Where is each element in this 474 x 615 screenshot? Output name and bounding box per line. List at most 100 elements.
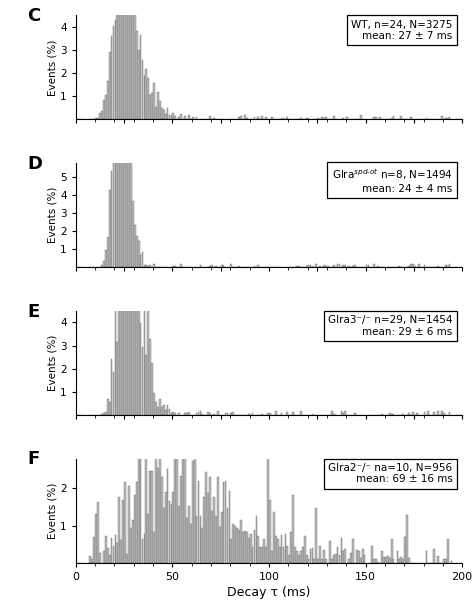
Bar (201, 414, 203, 415)
Bar (95, 514, 97, 563)
Bar (186, 413, 188, 415)
Bar (180, 114, 182, 119)
Bar (201, 528, 203, 563)
Bar (144, 76, 146, 119)
Bar (149, 471, 151, 563)
Bar (331, 559, 333, 563)
Bar (333, 555, 335, 563)
Bar (165, 114, 166, 119)
Bar (292, 494, 294, 563)
Bar (354, 413, 356, 415)
Bar (171, 413, 173, 415)
Bar (134, 495, 136, 563)
Bar (173, 266, 174, 267)
Bar (155, 448, 157, 563)
Bar (437, 266, 439, 267)
Bar (130, 528, 132, 563)
Bar (286, 412, 288, 415)
Y-axis label: Events (%): Events (%) (47, 39, 57, 95)
Bar (338, 264, 340, 267)
Bar (140, 35, 141, 119)
Bar (159, 399, 161, 415)
Bar (372, 546, 373, 563)
Bar (159, 427, 161, 563)
Bar (238, 530, 240, 563)
Bar (118, 0, 120, 119)
Bar (115, 20, 116, 119)
Bar (424, 411, 425, 415)
Bar (254, 117, 255, 119)
Bar (196, 413, 198, 415)
Bar (416, 413, 418, 415)
Bar (217, 411, 219, 415)
Bar (97, 502, 99, 563)
Bar (128, 258, 130, 415)
Bar (136, 31, 137, 119)
Bar (194, 451, 195, 563)
Bar (236, 528, 238, 563)
Bar (323, 265, 325, 267)
Bar (101, 111, 103, 119)
Bar (252, 547, 254, 563)
Bar (315, 264, 317, 267)
Bar (207, 412, 209, 415)
Bar (165, 410, 166, 415)
Bar (126, 240, 128, 415)
Bar (265, 547, 267, 563)
Bar (213, 414, 215, 415)
Bar (138, 50, 139, 119)
Bar (130, 154, 132, 267)
Bar (302, 547, 304, 563)
Bar (308, 559, 310, 563)
Bar (343, 413, 344, 415)
Bar (269, 413, 271, 415)
Bar (441, 411, 443, 415)
Bar (319, 546, 321, 563)
Bar (117, 543, 118, 563)
Bar (408, 413, 410, 415)
Bar (340, 411, 342, 415)
Bar (136, 482, 137, 563)
Bar (167, 108, 168, 119)
Bar (147, 514, 149, 563)
Bar (188, 116, 190, 119)
Bar (401, 116, 402, 119)
X-axis label: Decay τ (ms): Decay τ (ms) (228, 586, 310, 599)
Bar (221, 512, 223, 563)
Bar (246, 531, 248, 563)
Bar (399, 559, 400, 563)
Bar (392, 116, 394, 119)
Bar (91, 559, 93, 563)
Bar (211, 511, 213, 563)
Bar (333, 265, 335, 267)
Bar (111, 538, 112, 563)
Bar (319, 266, 321, 267)
Bar (213, 497, 215, 563)
Bar (178, 117, 180, 119)
Bar (99, 113, 101, 119)
Bar (412, 412, 414, 415)
Bar (408, 266, 410, 267)
Bar (120, 60, 122, 267)
Bar (277, 539, 279, 563)
Bar (402, 559, 404, 563)
Bar (163, 110, 164, 119)
Bar (167, 469, 168, 563)
Bar (374, 117, 375, 119)
Bar (381, 550, 383, 563)
Bar (117, 4, 118, 267)
Bar (130, 256, 132, 415)
Bar (149, 95, 151, 119)
Bar (161, 108, 163, 119)
Bar (107, 237, 109, 267)
Bar (151, 471, 153, 563)
Bar (335, 554, 337, 563)
Bar (261, 414, 263, 415)
Bar (254, 531, 255, 563)
Bar (165, 492, 166, 563)
Bar (178, 506, 180, 563)
Bar (308, 118, 310, 119)
Bar (311, 549, 313, 563)
Bar (174, 266, 176, 267)
Bar (103, 413, 105, 415)
